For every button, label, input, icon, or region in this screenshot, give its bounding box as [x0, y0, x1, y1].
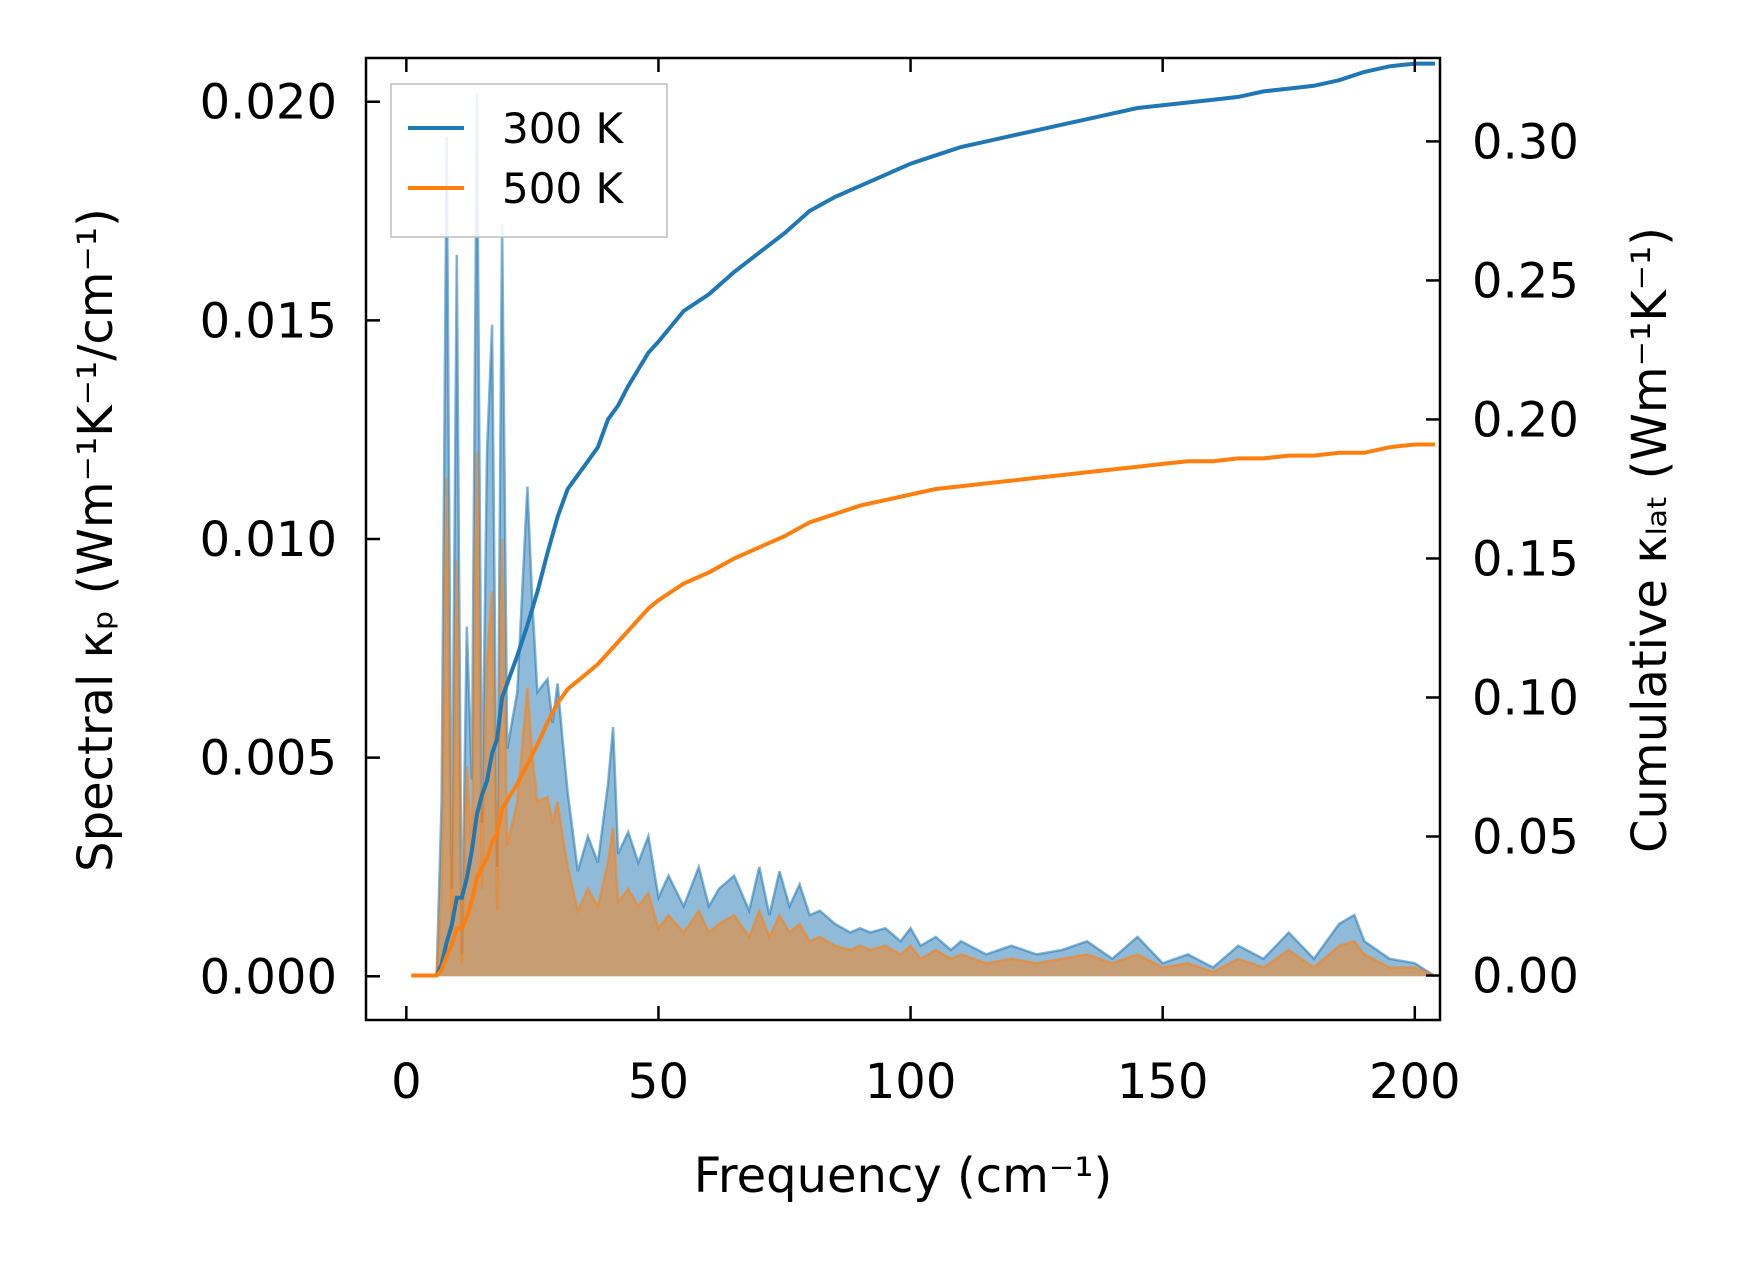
y-right-tick-label: 0.25 — [1472, 253, 1579, 309]
x-tick-label: 0 — [391, 1054, 422, 1110]
y-right-tick-label: 0.30 — [1472, 114, 1579, 170]
legend: 300 K 500 K — [390, 83, 668, 238]
x-axis-label-text: Frequency (cm⁻¹) — [694, 1148, 1112, 1204]
y-right-tick-label: 0.00 — [1472, 949, 1579, 1005]
y-right-tick-label: 0.05 — [1472, 809, 1579, 865]
y-right-tick-label: 0.10 — [1472, 670, 1579, 726]
x-tick-label: 50 — [628, 1054, 689, 1110]
y-right-tick-label: 0.20 — [1472, 392, 1579, 448]
y-right-axis-label-text: Cumulative κₗₐₜ (Wm⁻¹K⁻¹) — [1622, 227, 1678, 853]
x-tick-label: 100 — [865, 1054, 957, 1110]
y-left-tick-label: 0.020 — [200, 75, 337, 131]
legend-label-500-K: 500 K — [502, 164, 625, 213]
legend-label-300-K: 300 K — [502, 104, 625, 153]
y-right-tick-label: 0.15 — [1472, 531, 1579, 587]
plot-area — [411, 61, 1436, 978]
x-tick-label: 200 — [1369, 1054, 1461, 1110]
ticks: 0 50 100 150 200 0.000 0.005 0.010 0.015 0.020 0.0… — [200, 58, 1579, 1110]
y-right-axis-label: Cumulative κₗₐₜ (Wm⁻¹K⁻¹) — [1622, 227, 1678, 853]
y-left-axis-label: Spectral κₚ (Wm⁻¹K⁻¹/cm⁻¹) — [68, 208, 124, 872]
x-tick-label: 150 — [1117, 1054, 1209, 1110]
spectral-line-500-K — [411, 451, 1436, 978]
cumulative-line-500-K — [411, 442, 1435, 978]
x-axis-label: Frequency (cm⁻¹) — [694, 1148, 1112, 1204]
y-left-tick-label: 0.005 — [200, 731, 337, 787]
y-left-tick-label: 0.015 — [200, 293, 337, 349]
y-left-tick-label: 0.000 — [200, 949, 337, 1005]
legend-box — [390, 83, 668, 238]
y-left-axis-label-text: Spectral κₚ (Wm⁻¹K⁻¹/cm⁻¹) — [68, 208, 124, 872]
y-left-tick-label: 0.010 — [200, 512, 337, 568]
cumulative-line-300-K — [411, 61, 1435, 978]
spectral-area-500-K — [411, 451, 1436, 977]
